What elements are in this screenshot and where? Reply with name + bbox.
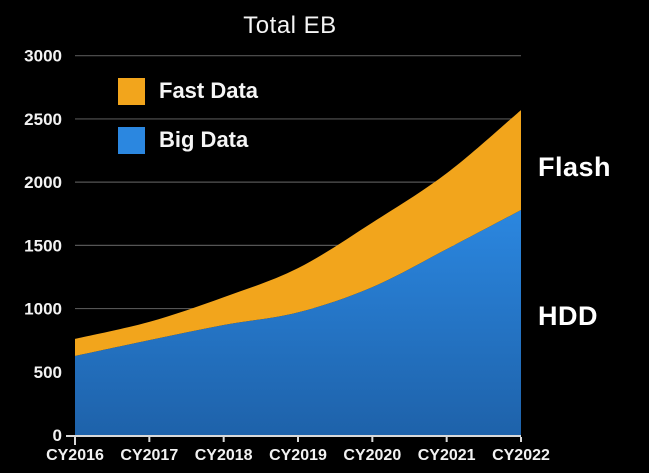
- y-tick-label-2500: 2500: [24, 110, 62, 129]
- legend-label-big-data: Big Data: [159, 127, 249, 152]
- legend: Fast Data Big Data: [118, 77, 258, 154]
- y-tick-label-1500: 1500: [24, 236, 62, 255]
- x-tick-label-CY2018: CY2018: [195, 447, 253, 464]
- y-tick-label-3000: 3000: [24, 47, 62, 66]
- flash-area-label: Flash: [538, 152, 612, 182]
- y-tick-label-1000: 1000: [24, 300, 62, 319]
- area-big-data: [75, 209, 521, 435]
- big-data-swatch-icon: [118, 126, 145, 154]
- legend-item-fast-data: Fast Data: [118, 77, 258, 105]
- y-tick-label-2000: 2000: [24, 173, 62, 192]
- fast-data-swatch-icon: [118, 77, 145, 105]
- legend-label-fast-data: Fast Data: [159, 78, 259, 103]
- y-tick-label-0: 0: [53, 426, 62, 445]
- x-tick-label-CY2022: CY2022: [492, 447, 550, 464]
- x-tick-label-CY2019: CY2019: [269, 447, 327, 464]
- x-tick-label-CY2017: CY2017: [120, 447, 178, 464]
- area-fast-data: [75, 110, 521, 356]
- x-tick-label-CY2016: CY2016: [46, 447, 104, 464]
- y-tick-label-500: 500: [34, 363, 62, 382]
- chart-title: Total EB: [243, 12, 337, 39]
- x-tick-label-CY2021: CY2021: [418, 447, 476, 464]
- hdd-area-label: HDD: [538, 301, 598, 331]
- legend-item-big-data: Big Data: [118, 126, 258, 154]
- x-tick-label-CY2020: CY2020: [343, 447, 401, 464]
